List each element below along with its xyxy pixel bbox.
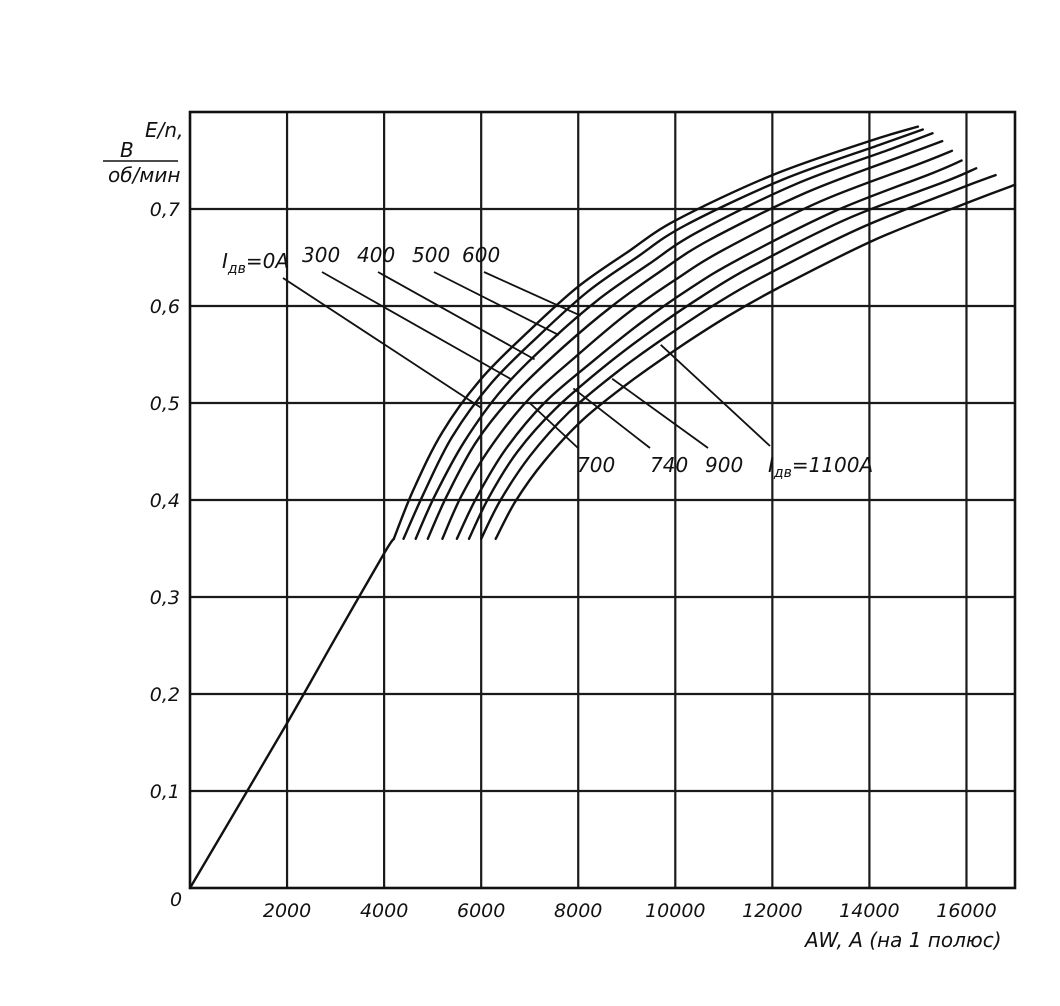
curve-300 [402,128,924,540]
curve-0 [392,125,920,540]
y-axis-label-denominator: об/мин [108,163,180,187]
x-tick-label: 10000 [645,900,705,922]
y-tick-label: 0,7 [150,199,180,221]
y-axis-label: E/n, B об/мин [103,118,183,187]
curve-700 [455,159,963,540]
tick-labels: 2000 4000 6000 8000 10000 12000 14000 160000,10… [150,199,997,922]
leader-500 [433,271,560,336]
curve-label-500: 500 [412,243,450,267]
curve-900 [480,173,997,540]
x-tick-label: 4000 [360,900,408,922]
curve-label-1100: Iдв=1100A [768,453,873,481]
leader-lines [282,271,771,449]
y-tick-label: 0,4 [150,490,180,512]
curve-400 [414,132,934,540]
leader-300 [321,271,511,380]
x-axis-label: AW, A (на 1 полюс) [803,928,1002,952]
curve-label-700: 700 [577,453,615,477]
curve-500 [426,139,944,540]
x-tick-label: 2000 [263,900,311,922]
leader-700 [529,402,579,449]
curves [188,125,1017,890]
curve-label-600: 600 [462,243,500,267]
curve-label-900: 900 [705,453,743,477]
y-axis-label-top: E/n, [145,118,183,142]
y-tick-label: 0,6 [150,296,180,318]
curve-label-740: 740 [650,453,688,477]
x-tick-label: 16000 [936,900,996,922]
leader-600 [483,271,582,317]
x-tick-label: 8000 [554,900,602,922]
curve-600 [441,149,954,540]
curve-base-line [188,537,395,890]
leader-0 [282,277,482,409]
x-tick-label: 14000 [839,900,899,922]
x-tick-label: 12000 [742,900,802,922]
leader-400 [377,271,535,361]
leader-900 [611,378,709,449]
y-tick-label: 0,2 [150,684,180,706]
y-axis-label-numerator: B [120,138,134,162]
leader-1100 [660,344,771,447]
leader-740 [572,387,651,449]
origin-label: 0 [170,889,182,911]
curve-740 [467,167,978,540]
curve-label-0: Iдв=0A [222,249,289,277]
plot-frame [188,110,1017,890]
curve-1100 [494,183,1017,540]
y-tick-label: 0,5 [150,393,180,415]
y-tick-label: 0,3 [150,587,180,609]
y-tick-label: 0,1 [150,781,180,803]
curve-labels: Iдв=0A 300 400 500 600 700 740 900 Iдв=1100A [222,243,873,481]
curve-label-300: 300 [302,243,340,267]
x-tick-label: 6000 [457,900,505,922]
curve-label-400: 400 [357,243,395,267]
grid [188,110,1017,890]
